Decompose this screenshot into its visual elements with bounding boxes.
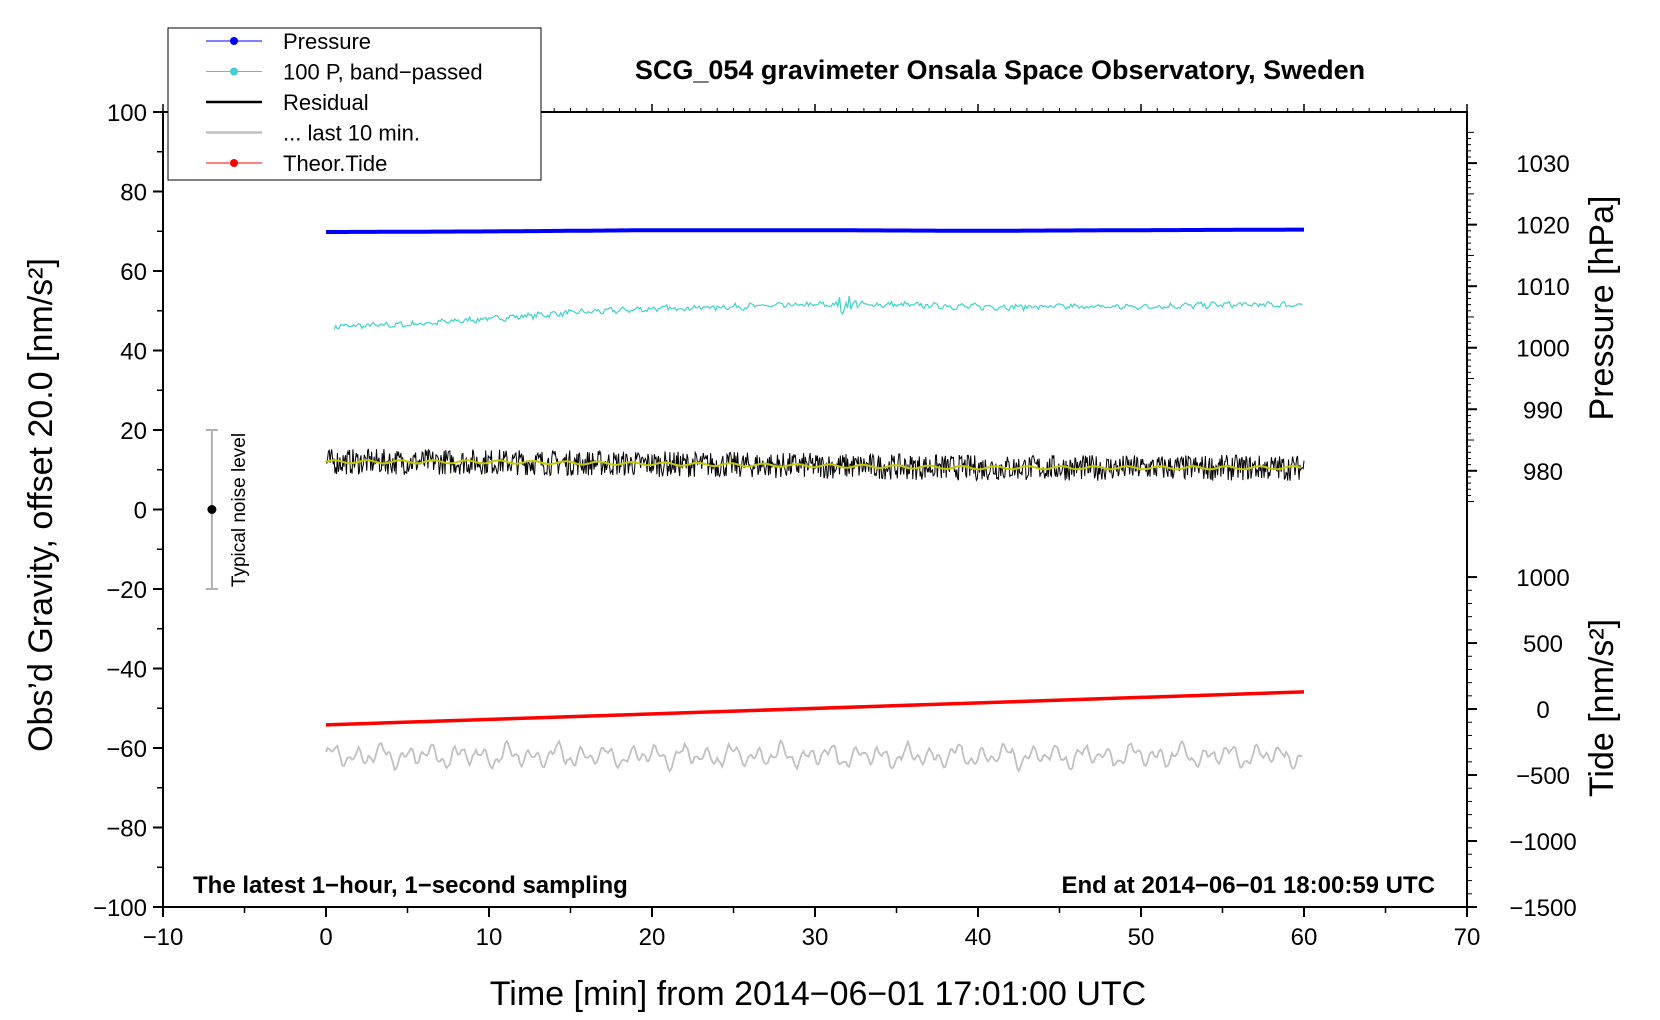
series-residual-line: [325, 448, 1305, 482]
y-tick-label: −100: [93, 895, 147, 922]
pressure-tick-label: 1030: [1516, 151, 1569, 178]
x-tick-label: 20: [639, 924, 666, 951]
legend-item-label: Residual: [283, 90, 369, 115]
x-tick-label: 60: [1291, 924, 1318, 951]
series-pressure-line: [326, 227, 1304, 234]
series-residual-smoothed-line: [325, 459, 1301, 471]
x-tick-label: 0: [319, 924, 332, 951]
y-tick-label: 80: [120, 180, 147, 207]
y-tick-label: −60: [106, 736, 147, 763]
y-tick-label: 20: [120, 418, 147, 445]
pressure-axis-title: Pressure [hPa]: [1583, 196, 1621, 421]
pressure-tick-label: 990: [1523, 397, 1563, 424]
pressure-tick-label: 1020: [1516, 213, 1569, 240]
tide-tick-label: −1500: [1509, 895, 1576, 922]
x-axis-title: Time [min] from 2014−06−01 17:01:00 UTC: [490, 975, 1146, 1013]
x-tick-label: 70: [1454, 924, 1481, 951]
legend-swatch-marker: [230, 37, 238, 45]
series-last-10-min-line: [325, 738, 1303, 774]
noise-bar-label: Typical noise level: [229, 433, 250, 587]
annotation-latest-hour: The latest 1−hour, 1−second sampling: [193, 872, 628, 899]
y-axis-title: Obs’d Gravity, offset 20.0 [nm/s²]: [22, 258, 60, 752]
legend-item-label: ... last 10 min.: [283, 121, 420, 146]
y-tick-label: 100: [107, 100, 147, 127]
x-tick-label: 30: [802, 924, 829, 951]
x-tick-label: 50: [1128, 924, 1155, 951]
legend-box: [167, 27, 542, 181]
pressure-tick-label: 1010: [1516, 274, 1569, 301]
chart-title: SCG_054 gravimeter Onsala Space Observat…: [635, 55, 1365, 85]
y-tick-label: −40: [106, 657, 147, 684]
series-layer: [325, 227, 1305, 774]
series-bandpassed-pressure-line: [333, 295, 1303, 330]
y-tick-label: 0: [134, 498, 147, 525]
tide-tick-label: −500: [1516, 763, 1570, 790]
legend-item-label: Pressure: [283, 29, 371, 54]
tide-tick-label: 0: [1536, 697, 1549, 724]
legend-swatch-marker: [230, 67, 238, 76]
legend-item-label: 100 P, band−passed: [283, 60, 483, 85]
y-tick-label: −80: [106, 816, 147, 843]
x-tick-label: 10: [476, 924, 503, 951]
pressure-tick-label: 980: [1523, 459, 1563, 486]
noise-bar-center-point: [207, 505, 217, 514]
y-tick-label: 60: [120, 259, 147, 286]
axes-layer: −10 0 10 20 30 40 50 60 70−100−80−60−40−20020406…: [93, 100, 1577, 951]
series-theoretical-tide-line: [325, 690, 1305, 727]
y-tick-label: 40: [120, 339, 147, 366]
legend: Pressure 100 P, band−passed Residual ... la…: [167, 27, 542, 181]
noise-bar: [205, 429, 218, 590]
tide-tick-label: 1000: [1516, 565, 1569, 592]
legend-swatch-marker: [230, 159, 238, 167]
pressure-tick-label: 1000: [1516, 336, 1569, 363]
annotation-end-time: End at 2014−06−01 18:00:59 UTC: [1061, 872, 1435, 899]
legend-item-label: Theor.Tide: [283, 151, 387, 176]
tide-tick-label: −1000: [1509, 829, 1576, 856]
x-tick-label: −10: [143, 924, 184, 951]
tide-tick-label: 500: [1523, 631, 1563, 658]
y-tick-label: −20: [106, 577, 147, 604]
tide-axis-title: Tide [nm/s²]: [1583, 619, 1621, 797]
x-tick-label: 40: [965, 924, 992, 951]
